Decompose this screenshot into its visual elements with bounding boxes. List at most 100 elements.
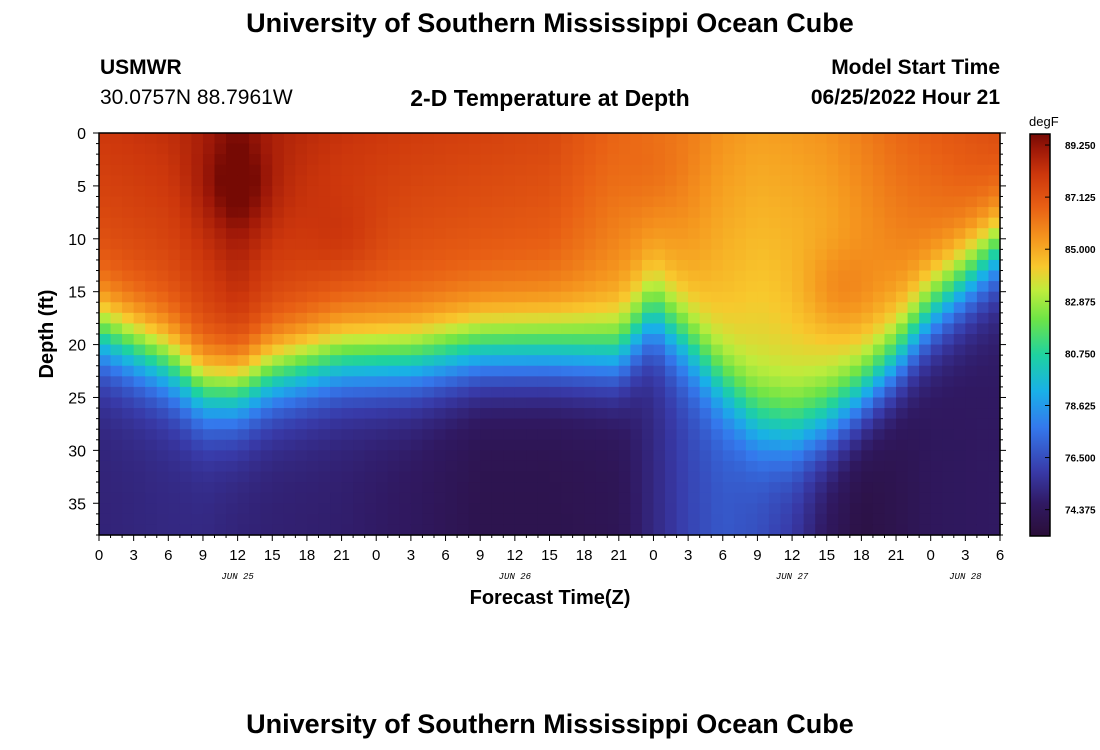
heatmap-cell	[283, 249, 296, 261]
heatmap-cell	[872, 154, 886, 166]
heatmap-cell	[410, 291, 424, 303]
heatmap-cell	[849, 249, 862, 261]
heatmap-cell	[595, 397, 608, 409]
heatmap-cell	[549, 164, 562, 176]
heatmap-cell	[168, 217, 181, 229]
heatmap-cell	[734, 429, 747, 441]
heatmap-cell	[849, 270, 862, 282]
heatmap-cell	[537, 503, 551, 515]
heatmap-cell	[976, 164, 990, 176]
heatmap-cell	[953, 323, 966, 335]
heatmap-cell	[792, 482, 805, 494]
heatmap-cell	[676, 217, 689, 229]
heatmap-cell	[468, 429, 481, 441]
heatmap-cell	[341, 344, 354, 356]
heatmap-cell	[607, 334, 620, 346]
heatmap-cell	[191, 334, 204, 346]
heatmap-cell	[364, 291, 377, 303]
heatmap-cell	[353, 175, 366, 187]
heatmap-cell	[526, 513, 539, 526]
heatmap-cell	[156, 492, 169, 504]
heatmap-cell	[99, 418, 112, 430]
heatmap-cell	[514, 408, 527, 420]
heatmap-cell	[896, 270, 909, 282]
colorbar-tick-label: 74.375	[1065, 506, 1096, 517]
heatmap-cell	[595, 323, 608, 335]
heatmap-cell	[896, 482, 909, 494]
heatmap-cell	[514, 365, 527, 377]
heatmap-cell	[480, 207, 493, 219]
heatmap-cell	[641, 397, 655, 409]
heatmap-cell	[630, 323, 643, 335]
heatmap-cell	[907, 312, 920, 325]
y-tick-label: 15	[68, 285, 86, 302]
heatmap-cell	[653, 397, 666, 409]
heatmap-cell	[491, 238, 504, 250]
heatmap-cell	[376, 355, 389, 367]
heatmap-cell	[849, 196, 862, 208]
heatmap-cell	[988, 133, 1001, 145]
heatmap-cell	[133, 376, 146, 388]
heatmap-cell	[722, 238, 735, 250]
heatmap-cell	[768, 408, 782, 420]
heatmap-cell	[179, 397, 193, 409]
heatmap-cell	[953, 418, 966, 430]
heatmap-cell	[549, 408, 562, 420]
heatmap-cell	[110, 133, 123, 145]
heatmap-cell	[872, 492, 886, 504]
heatmap-cell	[422, 259, 435, 272]
heatmap-cell	[341, 164, 354, 176]
heatmap-cell	[641, 302, 655, 314]
heatmap-cell	[595, 196, 608, 208]
heatmap-cell	[561, 503, 574, 515]
heatmap-cell	[468, 355, 481, 367]
heatmap-cell	[399, 270, 412, 282]
heatmap-cell	[838, 259, 851, 272]
heatmap-cell	[734, 460, 747, 473]
heatmap-cell	[399, 386, 412, 399]
heatmap-cell	[295, 133, 308, 145]
heatmap-cell	[145, 408, 158, 420]
heatmap-cell	[861, 323, 874, 335]
heatmap-cell	[699, 439, 712, 451]
heatmap-cell	[480, 376, 493, 388]
heatmap-cell	[260, 513, 273, 526]
heatmap-cell	[537, 355, 551, 367]
heatmap-cell	[514, 376, 527, 388]
heatmap-cell	[584, 439, 597, 451]
heatmap-cell	[976, 376, 990, 388]
heatmap-cell	[618, 439, 631, 451]
heatmap-cell	[457, 207, 470, 219]
heatmap-cell	[572, 471, 585, 483]
heatmap-cell	[815, 408, 828, 420]
heatmap-cell	[237, 207, 250, 219]
heatmap-cell	[272, 492, 285, 504]
x-tick-label: 9	[476, 547, 484, 564]
heatmap-cell	[445, 355, 458, 367]
heatmap-cell	[965, 365, 978, 377]
heatmap-cell	[745, 249, 759, 261]
heatmap-cell	[514, 228, 527, 240]
heatmap-cell	[99, 154, 112, 166]
heatmap-cell	[445, 429, 458, 441]
heatmap-cell	[838, 334, 851, 346]
heatmap-cell	[976, 281, 990, 293]
heatmap-cell	[699, 312, 712, 325]
heatmap-cell	[976, 439, 990, 451]
heatmap-cell	[514, 312, 527, 325]
heatmap-cell	[688, 175, 701, 187]
heatmap-cell	[537, 450, 551, 462]
heatmap-cell	[457, 429, 470, 441]
heatmap-cell	[249, 503, 262, 515]
heatmap-cell	[584, 154, 597, 166]
heatmap-cell	[202, 133, 216, 145]
heatmap-cell	[457, 228, 470, 240]
heatmap-cell	[803, 228, 816, 240]
heatmap-cell	[341, 302, 354, 314]
heatmap-cell	[410, 302, 424, 314]
heatmap-cell	[445, 185, 458, 198]
heatmap-cell	[295, 524, 308, 536]
heatmap-cell	[145, 133, 158, 145]
heatmap-cell	[295, 471, 308, 483]
heatmap-cell	[919, 376, 932, 388]
